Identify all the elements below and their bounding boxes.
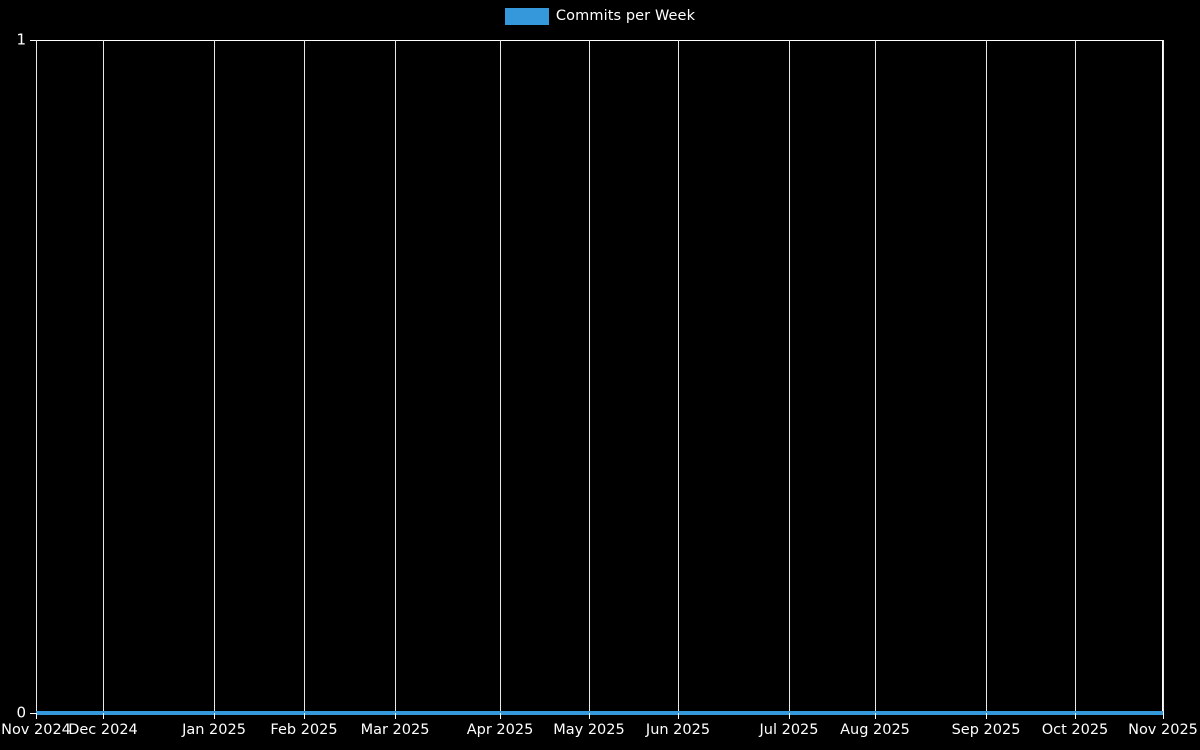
gridline-vertical — [589, 40, 590, 713]
x-tick-label: Jun 2025 — [645, 722, 711, 738]
x-tick-mark — [36, 713, 37, 719]
x-tick-mark — [103, 713, 104, 719]
x-tick-label: Apr 2025 — [466, 722, 534, 738]
gridline-vertical — [875, 40, 876, 713]
gridline-vertical — [678, 40, 679, 713]
y-tick-label: 1 — [16, 30, 26, 49]
x-tick-mark — [395, 713, 396, 719]
x-tick-mark — [986, 713, 987, 719]
y-tick-mark — [30, 713, 36, 714]
gridline-vertical — [1075, 40, 1076, 713]
gridline-vertical — [500, 40, 501, 713]
x-tick-mark — [1075, 713, 1076, 719]
x-tick-label: Dec 2024 — [68, 722, 138, 738]
x-tick-label: Jul 2025 — [759, 722, 819, 738]
x-tick-mark — [678, 713, 679, 719]
y-tick-label: 0 — [16, 703, 26, 722]
axis-spine-right — [1162, 40, 1163, 713]
axis-spine-top — [36, 40, 1163, 41]
x-tick-mark — [214, 713, 215, 719]
gridline-vertical — [789, 40, 790, 713]
x-tick-label: Feb 2025 — [270, 722, 338, 738]
x-tick-label: Nov 2025 — [1128, 722, 1198, 738]
gridline-vertical — [36, 40, 37, 713]
x-tick-label: Aug 2025 — [840, 722, 910, 738]
legend-swatch-icon — [504, 8, 549, 25]
x-tick-label: Mar 2025 — [360, 722, 430, 738]
x-tick-mark — [304, 713, 305, 719]
gridline-vertical — [1163, 40, 1164, 713]
chart-legend: Commits per Week — [0, 0, 1200, 33]
y-tick-mark — [30, 40, 36, 41]
x-tick-mark — [500, 713, 501, 719]
gridline-vertical — [214, 40, 215, 713]
plot-area — [36, 40, 1164, 715]
x-tick-label: Sep 2025 — [951, 722, 1021, 738]
gridline-vertical — [395, 40, 396, 713]
x-tick-label: Nov 2024 — [1, 722, 71, 738]
x-tick-mark — [789, 713, 790, 719]
gridline-vertical — [103, 40, 104, 713]
legend-label: Commits per Week — [555, 8, 696, 25]
legend-entry-commits-per-week[interactable]: Commits per Week — [504, 8, 696, 25]
x-tick-label: May 2025 — [553, 722, 625, 738]
gridline-vertical — [304, 40, 305, 713]
gridline-vertical — [986, 40, 987, 713]
x-tick-label: Jan 2025 — [182, 722, 246, 738]
x-tick-mark — [875, 713, 876, 719]
x-tick-mark — [1163, 713, 1164, 719]
x-tick-label: Oct 2025 — [1041, 722, 1109, 738]
series-line-commits-per-week — [36, 711, 1163, 715]
x-tick-mark — [589, 713, 590, 719]
